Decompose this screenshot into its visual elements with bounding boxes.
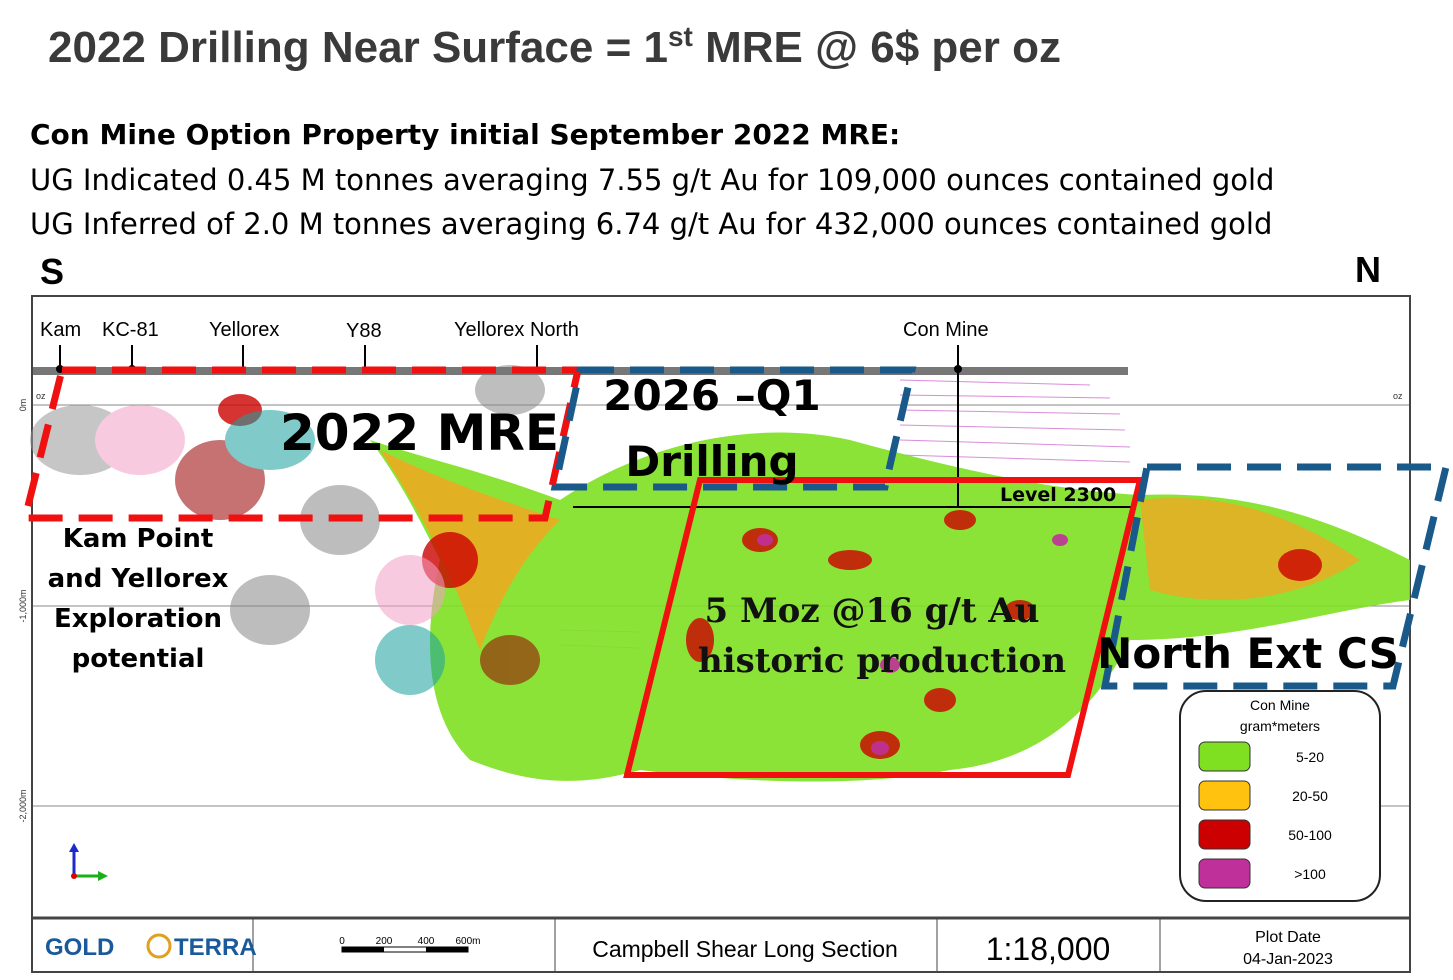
annotation: historic production [698, 641, 1066, 681]
legend-swatch [1198, 858, 1251, 889]
annotation: 2026 –Q1 [603, 371, 820, 420]
drilling-2026-outline [550, 366, 917, 491]
drill-traces [559, 379, 1131, 649]
annotation: Level 2300 [1000, 484, 1116, 506]
legend-swatch [1198, 741, 1251, 772]
annotation: Exploration [54, 604, 222, 634]
compass-north: N [1355, 249, 1381, 290]
annotation: North Ext CS [1097, 629, 1399, 678]
plot-date-label: Plot Date [1255, 929, 1321, 946]
annotation: 2022 MRE [280, 404, 559, 462]
compass-south: S [40, 251, 64, 292]
scale-label: 400 [418, 936, 435, 947]
legend-label: 20-50 [1292, 788, 1328, 804]
summary-line: UG Inferred of 2.0 M tonnes averaging 6.… [30, 207, 1272, 241]
scale-bar: 0 200 400 600m [339, 936, 481, 953]
logo-text: TERRA [174, 934, 257, 961]
summary-heading: Con Mine Option Property initial Septemb… [30, 118, 900, 151]
axes-icon [69, 843, 108, 881]
location-label: Con Mine [903, 319, 989, 341]
historic-outline [623, 477, 1144, 778]
legend-label: 5-20 [1296, 749, 1324, 765]
legend-items: 5-20 20-50 50-100 >100 [1198, 741, 1332, 889]
depth-label: -1,000m [18, 589, 28, 622]
title-part: MRE @ 6$ per oz [693, 23, 1061, 72]
title: 2022 Drilling Near Surface = 1st MRE @ 6… [48, 21, 1061, 72]
mre-2022-outline [20, 366, 583, 522]
annotation: and Yellorex [48, 564, 229, 594]
legend-title: Con Mine [1250, 697, 1310, 713]
historic-label: 5 Moz @16 g/t Au historic production [698, 591, 1066, 681]
section-name: Campbell Shear Long Section [592, 936, 898, 962]
title-part: 2022 Drilling Near Surface = 1 [48, 23, 668, 72]
legend-label: 50-100 [1288, 827, 1332, 843]
legend-title: gram*meters [1240, 718, 1320, 734]
annotations: 2022 MRE 2026 –Q1 Drilling Level 2300 Ka… [48, 371, 1399, 678]
footer: GOLD TERRA 0 200 400 600m Campbell Shear… [32, 916, 1410, 972]
scale-label: 600m [455, 936, 480, 947]
location-label: Kam [40, 319, 81, 341]
orebody-magenta-spots [757, 534, 1068, 755]
depth-labels: 0m -1,000m -2,000m oz oz [18, 391, 1403, 823]
summary-line: UG Indicated 0.45 M tonnes averaging 7.5… [30, 163, 1274, 197]
unit-label: oz [36, 391, 46, 401]
depth-label: -2,000m [18, 789, 28, 822]
legend-label: >100 [1294, 866, 1326, 882]
annotation: potential [72, 644, 205, 674]
scale-label: 200 [376, 936, 393, 947]
legend-swatch [1198, 819, 1251, 850]
legend-swatch [1198, 780, 1251, 811]
annotation: Drilling [625, 437, 798, 486]
location-label: Yellorex North [454, 319, 579, 341]
north-ext-outline [1100, 463, 1451, 690]
location-label: KC-81 [102, 319, 159, 341]
unit-label: oz [1393, 391, 1403, 401]
depth-label: 0m [18, 399, 28, 412]
logo-text: GOLD [45, 934, 114, 961]
logo-mark [146, 933, 172, 959]
scale-ratio: 1:18,000 [986, 931, 1111, 967]
annotation: 5 Moz @16 g/t Au [705, 591, 1040, 631]
plot-date: 04-Jan-2023 [1243, 951, 1333, 968]
annotation: Kam Point [63, 524, 214, 554]
orebody-grey [30, 365, 545, 695]
location-labels: Kam KC-81 Yellorex Y88 Yellorex North Co… [40, 319, 989, 342]
location-label: Yellorex [209, 319, 279, 341]
scale-label: 0 [339, 936, 345, 947]
title-superscript: st [668, 21, 693, 52]
location-label: Y88 [346, 320, 382, 342]
